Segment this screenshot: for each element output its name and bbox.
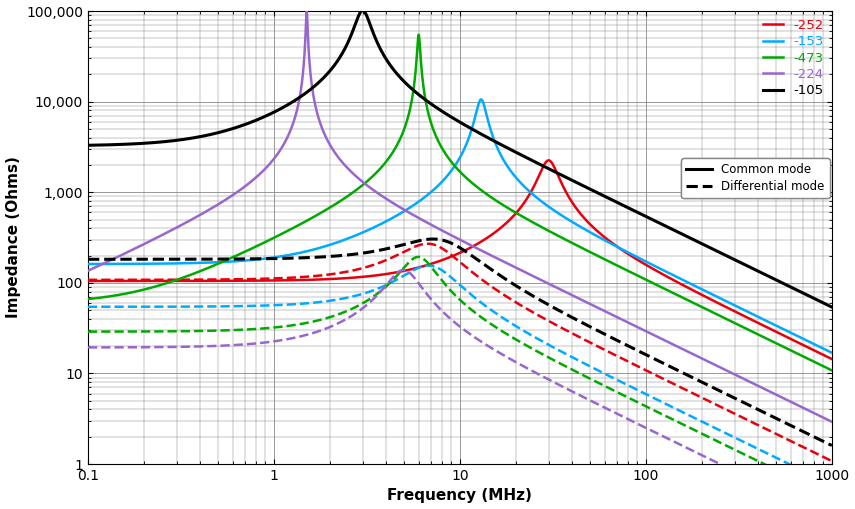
X-axis label: Frequency (MHz): Frequency (MHz) [387, 489, 533, 503]
Legend: Common mode, Differential mode: Common mode, Differential mode [681, 158, 829, 198]
Y-axis label: Impedance (Ohms): Impedance (Ohms) [5, 157, 21, 319]
